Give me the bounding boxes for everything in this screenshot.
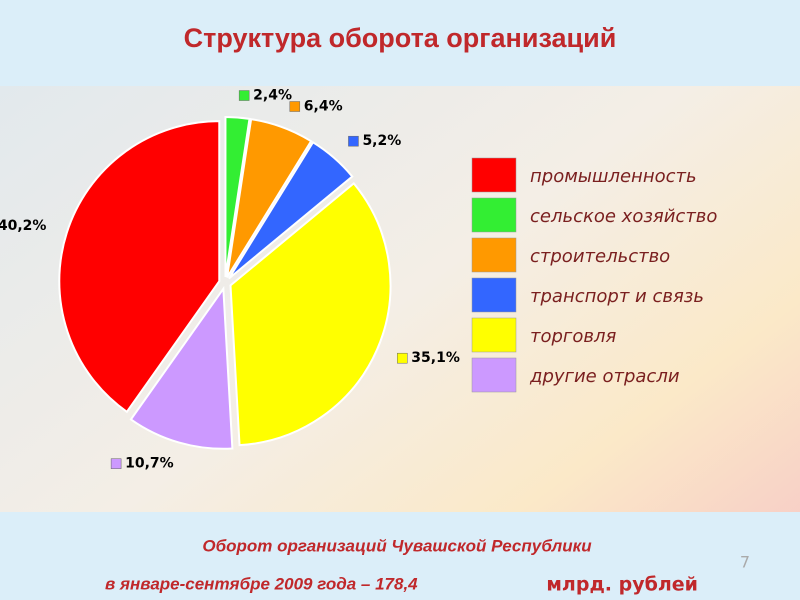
label-swatch: [289, 101, 301, 112]
legend-label: промышленность: [530, 166, 697, 187]
footer-line: в январе-сентябре 2009 года – 178,4: [105, 574, 418, 593]
pie-slice: [58, 120, 221, 414]
legend-label: сельское хозяйство: [530, 206, 717, 227]
label-swatch: [238, 90, 250, 101]
footer-line: Оборот организаций Чувашской Республики: [202, 536, 592, 555]
page-number: 7: [740, 553, 750, 572]
pie-slice: [228, 140, 354, 280]
label-swatch: [397, 352, 408, 364]
legend-swatch: [471, 357, 517, 393]
header-band: [0, 0, 800, 86]
legend-swatch: [471, 237, 517, 273]
value-label: 5,2%: [362, 133, 401, 149]
pie-slice: [226, 118, 313, 278]
label-swatch: [110, 458, 122, 469]
chart-title: Структура оборота организаций: [184, 23, 617, 53]
value-label: 35,1%: [411, 350, 460, 366]
pie-slice: [224, 116, 251, 278]
value-label: 40,2%: [0, 218, 46, 234]
pie-slice: [229, 182, 392, 447]
value-label: 10,7%: [125, 456, 174, 472]
legend-label: строительство: [530, 246, 670, 267]
label-swatch: [348, 135, 359, 147]
legend-label: торговля: [530, 326, 617, 347]
legend-swatch: [471, 317, 517, 353]
legend-label: другие отрасли: [529, 366, 680, 387]
legend-swatch: [471, 197, 517, 233]
footer-unit: млрд. рублей: [546, 574, 698, 596]
value-label: 6,4%: [304, 99, 343, 115]
legend-swatch: [471, 277, 517, 313]
legend-swatch: [471, 157, 517, 193]
pie-slice: [129, 285, 234, 450]
legend-label: транспорт и связь: [530, 286, 704, 307]
footer-band: [0, 512, 800, 600]
value-label: 2,4%: [253, 88, 292, 104]
